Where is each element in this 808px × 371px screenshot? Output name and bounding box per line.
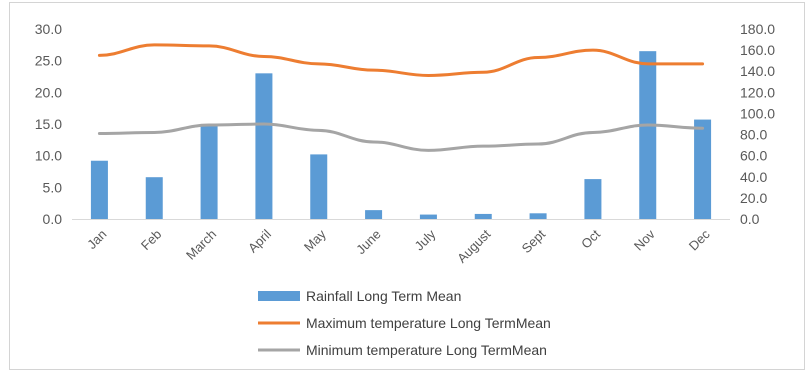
left-axis: 0.0 5.0 10.0 15.0 20.0 25.0 30.0 xyxy=(35,21,62,227)
x-tick-label: July xyxy=(412,226,439,253)
y-right-tick-label: 20.0 xyxy=(740,190,767,206)
x-tick-label: Dec xyxy=(686,226,713,253)
rainfall-bar xyxy=(419,214,437,219)
rainfall-bar xyxy=(694,119,712,219)
y-right-tick-label: 80.0 xyxy=(740,127,767,143)
y-left-tick-label: 15.0 xyxy=(35,116,62,132)
y-right-tick-label: 180.0 xyxy=(740,21,775,37)
rainfall-bar xyxy=(145,177,163,219)
rainfall-bars xyxy=(90,51,712,219)
rainfall-bar xyxy=(639,51,657,219)
legend-label: Rainfall Long Term Mean xyxy=(306,288,461,304)
max-temperature-line xyxy=(97,43,705,77)
x-tick-label: Oct xyxy=(578,226,603,251)
y-right-tick-label: 140.0 xyxy=(740,63,775,79)
y-left-tick-label: 10.0 xyxy=(35,148,62,164)
temperature-lines xyxy=(97,43,705,152)
rainfall-bar xyxy=(365,210,383,219)
x-tick-label: Sept xyxy=(519,226,549,256)
x-tick-label: March xyxy=(183,227,219,263)
x-axis: Jan Feb March April May June July August Sept Oct… xyxy=(72,219,730,266)
x-tick-label: Jan xyxy=(84,227,109,252)
rainfall-bar xyxy=(255,73,273,219)
y-right-tick-label: 120.0 xyxy=(740,84,775,100)
x-tick-label: Nov xyxy=(631,226,658,253)
y-right-tick-label: 160.0 xyxy=(740,42,775,58)
min-temperature-line xyxy=(97,122,705,152)
y-left-tick-label: 25.0 xyxy=(35,53,62,69)
rainfall-bar xyxy=(474,213,492,219)
x-tick-label: Feb xyxy=(138,227,164,253)
y-right-tick-label: 40.0 xyxy=(740,169,767,185)
y-right-tick-label: 100.0 xyxy=(740,105,775,121)
rainfall-bar xyxy=(310,154,328,219)
right-axis: 0.0 20.0 40.0 60.0 80.0 100.0 120.0 140.0 160.0 1… xyxy=(740,21,775,227)
y-right-tick-label: 0.0 xyxy=(740,211,760,227)
rainfall-bar xyxy=(90,160,108,219)
x-tick-label: June xyxy=(353,227,384,258)
legend-label: Maximum temperature Long TermMean xyxy=(306,315,551,331)
legend-swatch-rainfall xyxy=(258,291,300,301)
y-left-tick-label: 5.0 xyxy=(43,179,63,195)
legend-label: Minimum temperature Long TermMean xyxy=(306,342,547,358)
x-tick-label: August xyxy=(454,226,493,265)
rainfall-bar xyxy=(529,213,547,219)
y-right-tick-label: 60.0 xyxy=(740,148,767,164)
y-left-tick-label: 20.0 xyxy=(35,84,62,100)
x-tick-label: April xyxy=(245,226,274,255)
y-left-tick-label: 30.0 xyxy=(35,21,62,37)
rainfall-bar xyxy=(584,179,602,219)
y-left-tick-label: 0.0 xyxy=(43,211,63,227)
rainfall-bar xyxy=(200,125,218,219)
x-tick-label: May xyxy=(301,226,329,254)
legend: Rainfall Long Term Mean Maximum temperatu… xyxy=(258,288,551,358)
